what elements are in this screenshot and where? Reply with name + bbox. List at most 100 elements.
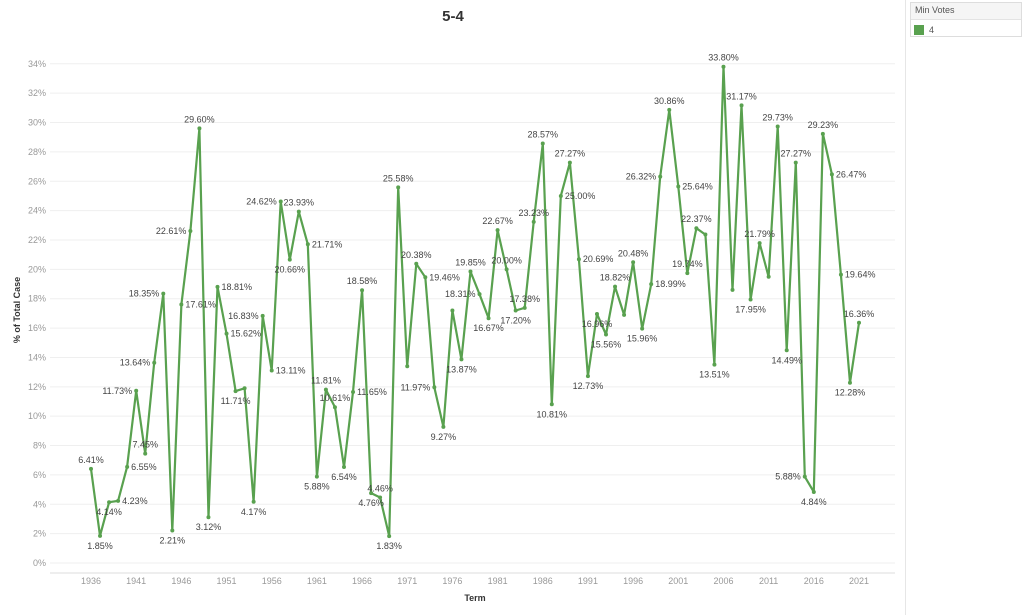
data-label: 16.36% xyxy=(844,309,875,319)
data-point[interactable] xyxy=(224,331,229,336)
data-point[interactable] xyxy=(594,311,599,316)
data-point[interactable] xyxy=(540,141,545,146)
data-point[interactable] xyxy=(576,257,581,262)
data-point[interactable] xyxy=(730,287,735,292)
data-point[interactable] xyxy=(269,368,274,373)
data-point[interactable] xyxy=(757,241,762,246)
legend[interactable]: Min Votes 4 xyxy=(910,2,1022,37)
data-point[interactable] xyxy=(640,326,645,331)
data-point[interactable] xyxy=(604,332,609,337)
data-point[interactable] xyxy=(161,291,166,296)
data-point[interactable] xyxy=(179,302,184,307)
data-point[interactable] xyxy=(378,495,383,500)
data-point[interactable] xyxy=(847,380,852,385)
data-label: 3.12% xyxy=(196,522,222,532)
data-point[interactable] xyxy=(242,386,247,391)
data-point[interactable] xyxy=(351,389,356,394)
data-point[interactable] xyxy=(215,284,220,289)
data-point[interactable] xyxy=(658,174,663,179)
legend-entry[interactable]: 4 xyxy=(911,20,1021,37)
data-point[interactable] xyxy=(296,209,301,214)
data-point[interactable] xyxy=(206,515,211,520)
data-point[interactable] xyxy=(414,261,419,266)
data-point[interactable] xyxy=(838,272,843,277)
data-point[interactable] xyxy=(134,388,139,393)
data-point[interactable] xyxy=(89,466,93,471)
data-point[interactable] xyxy=(107,500,112,505)
data-points[interactable] xyxy=(89,64,861,539)
data-label: 1.85% xyxy=(87,541,113,551)
data-point[interactable] xyxy=(667,107,672,112)
data-point[interactable] xyxy=(459,357,464,362)
data-point[interactable] xyxy=(495,228,500,233)
data-point[interactable] xyxy=(622,312,627,317)
data-point[interactable] xyxy=(775,124,780,129)
data-point[interactable] xyxy=(468,269,473,274)
data-point[interactable] xyxy=(423,275,428,280)
data-point[interactable] xyxy=(721,64,726,69)
data-point[interactable] xyxy=(332,405,337,410)
data-point[interactable] xyxy=(504,267,509,272)
data-point[interactable] xyxy=(784,348,789,353)
data-point[interactable] xyxy=(98,533,103,538)
data-point[interactable] xyxy=(152,360,157,365)
data-point[interactable] xyxy=(820,131,825,136)
data-point[interactable] xyxy=(441,424,446,429)
data-point[interactable] xyxy=(567,160,572,165)
data-point[interactable] xyxy=(477,292,482,297)
data-point[interactable] xyxy=(793,160,798,165)
data-point[interactable] xyxy=(558,193,563,198)
data-point[interactable] xyxy=(170,528,175,533)
data-label: 19.64% xyxy=(845,270,876,280)
data-point[interactable] xyxy=(341,464,346,469)
data-point[interactable] xyxy=(197,126,202,131)
data-point[interactable] xyxy=(405,364,410,369)
chart-plot[interactable]: 0% 2% 4% 6% 8% 10% 12% 14% 16% 18% 20% 22% 24% 26% 28%… xyxy=(0,0,906,615)
data-point[interactable] xyxy=(811,489,816,494)
data-point[interactable] xyxy=(360,288,365,293)
data-label: 2.21% xyxy=(160,536,186,546)
x-tick-label: 2001 xyxy=(668,576,688,586)
data-point[interactable] xyxy=(613,284,618,289)
data-point[interactable] xyxy=(549,402,554,407)
data-point[interactable] xyxy=(766,274,771,279)
data-point[interactable] xyxy=(396,185,401,190)
data-point[interactable] xyxy=(739,103,744,108)
data-point[interactable] xyxy=(188,229,193,234)
data-point[interactable] xyxy=(531,219,536,224)
data-point[interactable] xyxy=(802,474,807,479)
data-point[interactable] xyxy=(829,172,834,177)
data-point[interactable] xyxy=(314,474,319,479)
data-point[interactable] xyxy=(125,464,130,469)
data-point[interactable] xyxy=(748,297,753,302)
data-point[interactable] xyxy=(260,313,265,318)
data-point[interactable] xyxy=(251,499,256,504)
data-point[interactable] xyxy=(287,257,292,262)
data-point[interactable] xyxy=(631,260,636,265)
data-point[interactable] xyxy=(432,385,437,390)
data-point[interactable] xyxy=(685,271,690,276)
data-point[interactable] xyxy=(387,534,392,539)
data-point[interactable] xyxy=(116,498,121,503)
data-point[interactable] xyxy=(522,305,527,310)
data-point[interactable] xyxy=(585,374,590,379)
data-point[interactable] xyxy=(323,387,328,392)
series-line xyxy=(89,65,861,538)
data-point[interactable] xyxy=(513,308,518,313)
data-point[interactable] xyxy=(369,491,374,496)
data-point[interactable] xyxy=(278,199,283,204)
legend-swatch xyxy=(914,25,924,35)
data-point[interactable] xyxy=(233,389,238,394)
data-point[interactable] xyxy=(712,362,717,367)
data-point[interactable] xyxy=(703,232,708,237)
data-point[interactable] xyxy=(676,184,681,189)
data-point[interactable] xyxy=(143,451,148,456)
data-point[interactable] xyxy=(486,316,491,321)
data-label: 27.27% xyxy=(555,149,586,159)
data-point[interactable] xyxy=(857,320,861,325)
data-point[interactable] xyxy=(694,226,699,231)
data-point[interactable] xyxy=(450,308,455,313)
data-point[interactable] xyxy=(305,242,310,247)
y-tick-label: 10% xyxy=(28,411,46,421)
data-point[interactable] xyxy=(649,282,654,287)
